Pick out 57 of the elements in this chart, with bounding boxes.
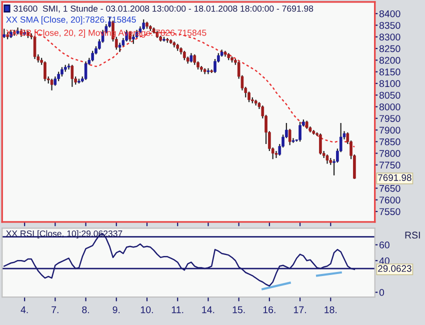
x-tick-label: 18. xyxy=(324,306,337,314)
candlestick xyxy=(91,50,94,62)
candlestick xyxy=(50,78,54,91)
chart-title: 31600 SMI, 1 Stunde - 03.01.2008 13:00:00 - 18.01.2008 18:00:00 - 7691.98 xyxy=(14,5,314,13)
x-tick-label: 17. xyxy=(294,306,306,314)
x-tick-label: 8. xyxy=(82,306,89,314)
candlestick xyxy=(60,66,64,78)
candlestick xyxy=(57,71,60,82)
y-tick-label: 7550 xyxy=(380,208,400,216)
y-tick-label: 8350 xyxy=(379,22,400,29)
y-tick-label: 0 xyxy=(379,289,384,296)
candlestick xyxy=(118,42,122,53)
candlestick xyxy=(193,54,196,66)
y-tick-label: 7750 xyxy=(380,162,400,169)
candlestick xyxy=(2,28,6,39)
candlestick xyxy=(248,91,250,103)
candlestick xyxy=(70,64,74,88)
y-tick-label: 8000 xyxy=(379,103,400,110)
y-tick-label: 8150 xyxy=(379,68,400,76)
candlestick xyxy=(274,150,278,158)
x-tick-label: 14. xyxy=(202,306,214,314)
x-tick-label: 15. xyxy=(232,306,245,314)
x-tick-label: 16. xyxy=(263,306,276,314)
y-tick-label: 7850 xyxy=(380,138,400,146)
y-tick-label: 8250 xyxy=(379,45,400,52)
x-tick-label: 4. xyxy=(20,306,28,314)
x-tick-label: 10. xyxy=(140,306,153,314)
text: 29.0623 xyxy=(378,265,412,272)
x-tick-label: 7. xyxy=(52,306,58,314)
y-tick-label: 7950 xyxy=(380,115,400,122)
candlestick xyxy=(206,68,210,75)
y-tick-label: 7900 xyxy=(380,126,400,134)
y-tick-label: 7800 xyxy=(380,150,400,157)
y-tick-label: 40 xyxy=(379,257,390,264)
candlestick xyxy=(326,154,329,164)
y-tick-label: 8050 xyxy=(379,92,400,99)
y-tick-label: 8400 xyxy=(379,10,400,18)
candlestick xyxy=(142,18,145,30)
candlestick xyxy=(190,52,193,64)
y-axis-title: RSI xyxy=(405,232,420,239)
y-tick-label: 7650 xyxy=(380,184,400,192)
y-tick-label: 7600 xyxy=(380,196,400,204)
candlestick xyxy=(33,35,36,60)
text: 7691.98 xyxy=(378,174,412,181)
y-tick-label: 60 xyxy=(380,242,390,248)
y-tick-label: 8300 xyxy=(379,34,400,40)
y-tick-label: 8100 xyxy=(379,80,400,88)
candlestick xyxy=(298,121,302,142)
x-tick-label: 11. xyxy=(172,306,184,314)
candlestick xyxy=(84,60,88,81)
candlestick xyxy=(54,76,57,86)
candlestick xyxy=(183,50,186,61)
candlestick xyxy=(44,60,46,82)
y-tick-label: 8200 xyxy=(379,56,400,64)
candlestick xyxy=(319,132,322,156)
x-tick-label: 9. xyxy=(112,306,120,314)
candlestick xyxy=(67,63,70,70)
